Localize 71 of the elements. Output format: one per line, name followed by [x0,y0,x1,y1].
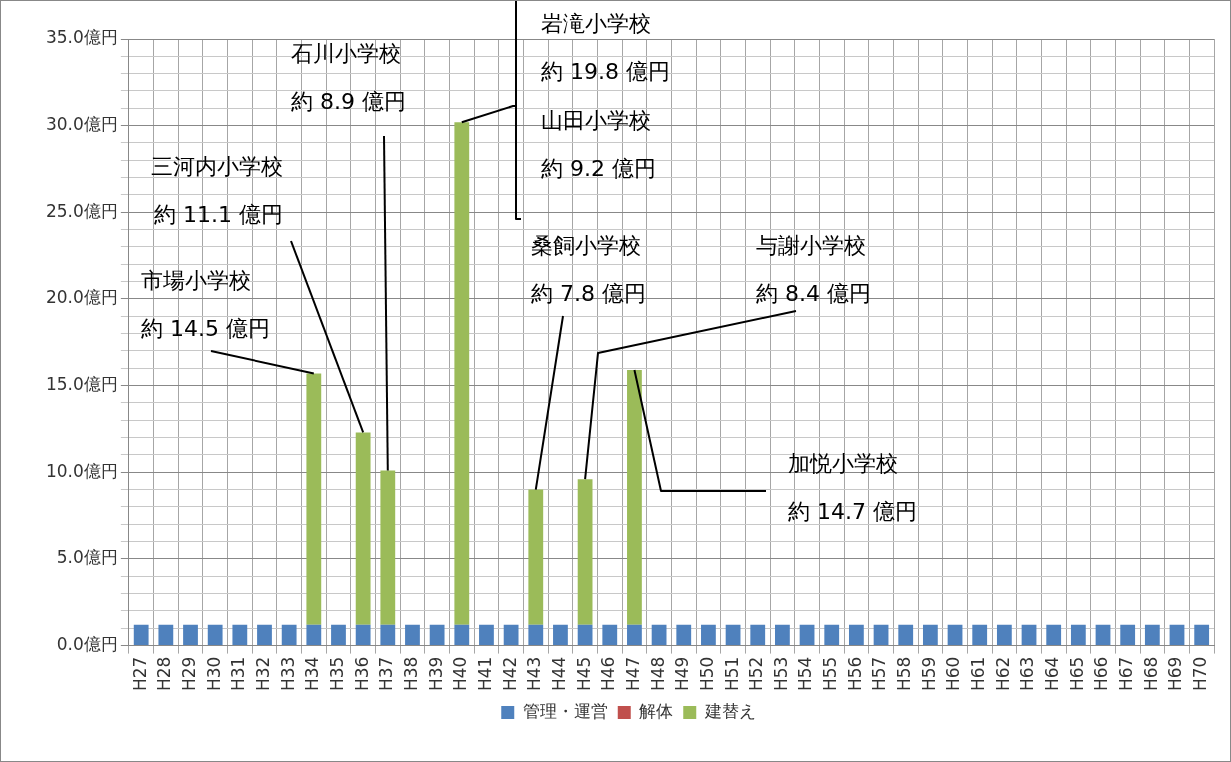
x-tick-label: H58 [894,656,915,692]
annotation: 岩滝小学校 [541,10,651,36]
annotation: 約 14.5 億円 [141,315,270,341]
annotation: 加悦小学校 [788,450,898,476]
annotation: 市場小学校 [141,267,251,293]
x-tick-label: H45 [573,656,594,692]
x-tick-label: H69 [1165,656,1186,692]
y-tick-label: 0.0億円 [56,634,118,655]
y-tick-label: 35.0億円 [45,27,118,48]
x-tick-label: H31 [228,656,249,692]
annotation: 与謝小学校 [756,232,866,258]
x-tick-label: H53 [770,656,791,692]
annotation: 約 19.8 億円 [541,58,670,84]
x-tick-label: H43 [524,656,545,692]
annotation: 桑飼小学校 [531,232,641,258]
x-tick-label: H57 [869,656,890,692]
x-tick-label: H44 [548,656,569,692]
x-tick-label: H68 [1140,656,1161,692]
annotation: 約 8.9 億円 [291,88,406,114]
x-tick-label: H63 [1017,656,1038,692]
x-tick-label: H40 [450,656,471,692]
x-tick-label: H35 [326,656,347,692]
x-tick-label: H50 [696,656,717,692]
annotation: 山田小学校 [541,107,651,133]
x-tick-label: H27 [129,656,150,692]
annotation: 約 14.7 億円 [788,498,917,524]
x-tick-label: H36 [351,656,372,692]
y-tick-label: 30.0億円 [45,114,118,135]
annotation: 約 9.2 億円 [541,155,656,181]
y-tick-label: 15.0億円 [45,374,118,395]
x-tick-label: H52 [746,656,767,692]
annotation: 三河内小学校 [151,153,283,179]
annotation: 約 7.8 億円 [531,280,646,306]
x-tick-label: H48 [647,656,668,692]
legend-label: 建替え [703,700,756,721]
x-tick-label: H64 [1042,656,1063,692]
x-tick-label: H37 [376,656,397,692]
x-tick-label: H61 [968,656,989,692]
x-tick-label: H29 [178,656,199,692]
y-tick-label: 5.0億円 [56,547,118,568]
x-tick-label: H28 [154,656,175,692]
x-tick-label: H55 [820,656,841,692]
x-tick-label: H67 [1116,656,1137,692]
x-tick-label: H46 [598,656,619,692]
x-tick-label: H49 [672,656,693,692]
x-tick-label: H56 [844,656,865,692]
x-tick-label: H33 [277,656,298,692]
x-tick-label: H32 [252,656,273,692]
y-tick-label: 10.0億円 [45,460,118,481]
x-tick-label: H65 [1066,656,1087,692]
x-tick-label: H59 [918,656,939,692]
x-tick-label: H70 [1190,656,1211,692]
x-tick-label: H51 [721,656,742,692]
x-tick-label: H42 [499,656,520,692]
x-tick-label: H54 [795,656,816,692]
annotation: 約 8.4 億円 [756,280,871,306]
x-tick-label: H39 [425,656,446,692]
x-tick-label: H41 [474,656,495,692]
x-tick-label: H30 [203,656,224,692]
x-tick-label: H66 [1091,656,1112,692]
x-tick-label: H47 [622,656,643,692]
annotation: 石川小学校 [291,40,401,66]
x-tick-label: H60 [943,656,964,692]
x-tick-label: H38 [400,656,421,692]
x-tick-label: H62 [992,656,1013,692]
legend-label: 管理・運営 [522,700,608,721]
annotation: 約 11.1 億円 [154,201,283,227]
y-tick-label: 25.0億円 [45,200,118,221]
legend-label: 解体 [639,700,674,721]
x-tick-label: H34 [302,656,323,692]
y-tick-label: 20.0億円 [45,287,118,308]
